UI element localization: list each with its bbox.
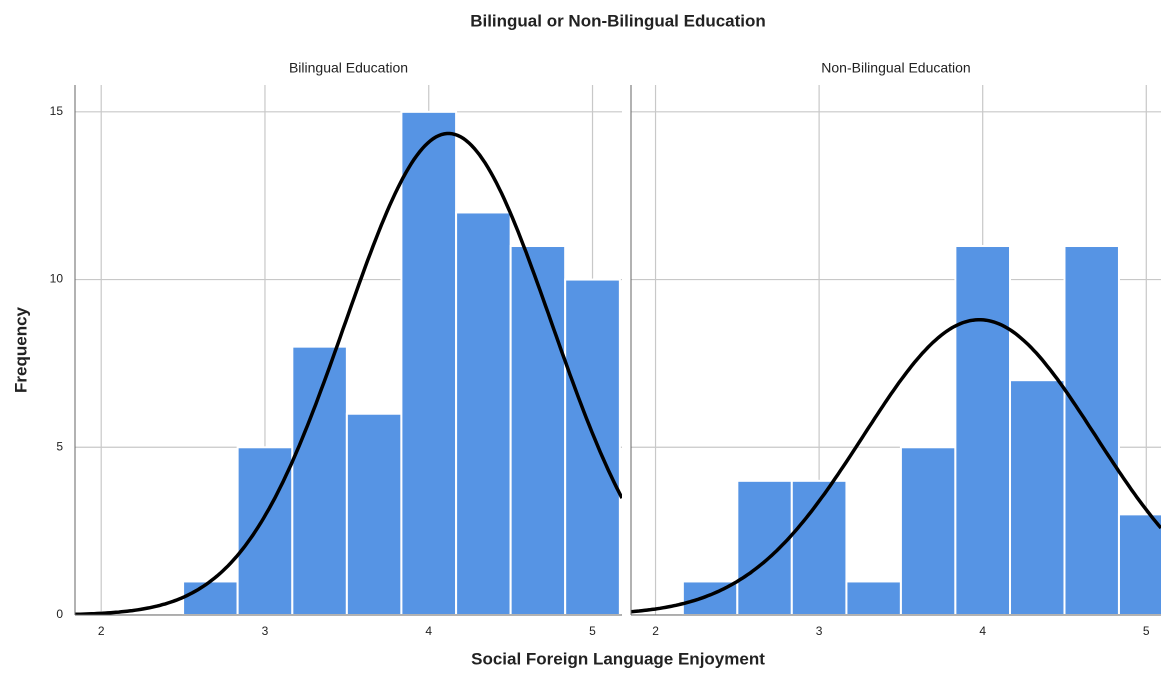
normal-curve (75, 131, 622, 615)
panel (75, 85, 622, 615)
bar (845, 580, 902, 615)
normal-curve (631, 317, 1161, 614)
panel-title: Non-Bilingual Education (821, 60, 970, 76)
bar (790, 479, 848, 615)
bar (736, 479, 793, 615)
bar (400, 110, 458, 615)
x-tick-label: 3 (262, 624, 269, 638)
bar (899, 446, 957, 615)
bar (954, 245, 1012, 615)
y-tick-label: 0 (56, 607, 63, 621)
x-tick-label: 5 (1143, 624, 1150, 638)
bar (509, 245, 567, 615)
bar (182, 580, 239, 615)
chart-title: Bilingual or Non-Bilingual Education (470, 11, 766, 30)
y-axis-label: Frequency (11, 306, 30, 393)
x-axis-label: Social Foreign Language Enjoyment (471, 649, 765, 668)
x-tick-label: 4 (425, 624, 432, 638)
y-tick-label: 10 (50, 272, 64, 286)
x-tick-label: 3 (816, 624, 823, 638)
bar (236, 446, 294, 615)
bar (1009, 379, 1066, 615)
bar (1117, 513, 1161, 615)
panel (631, 85, 1161, 615)
bar (345, 412, 403, 615)
y-tick-label: 15 (50, 104, 64, 118)
bar (564, 278, 621, 615)
x-tick-label: 4 (979, 624, 986, 638)
bar (455, 211, 512, 615)
bar (291, 345, 348, 615)
x-tick-label: 5 (589, 624, 596, 638)
x-tick-label: 2 (98, 624, 105, 638)
panel-title: Bilingual Education (289, 60, 408, 76)
y-tick-label: 5 (56, 439, 63, 453)
x-tick-label: 2 (652, 624, 659, 638)
